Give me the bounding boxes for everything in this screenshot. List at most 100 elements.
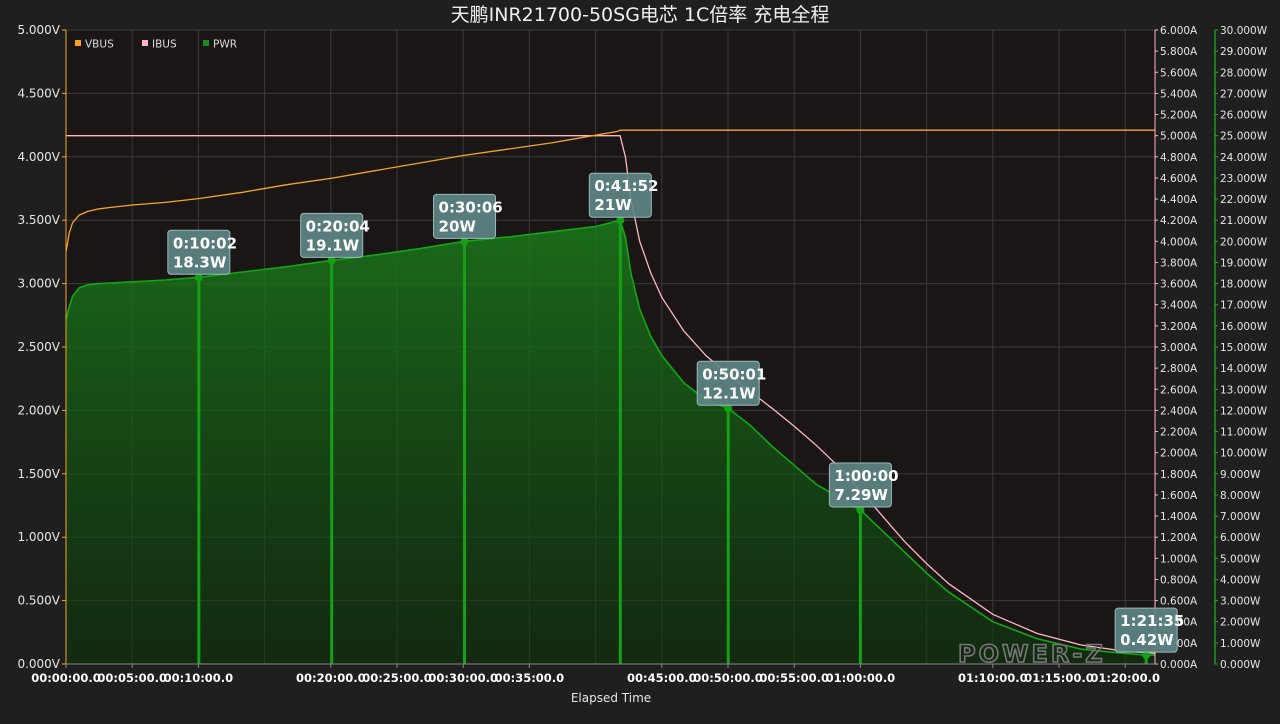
tick-label-right2: 5.000W [1220,553,1261,565]
annotation-time: 0:30:06 [439,198,503,216]
tick-label-x: 00:00:00.0 [31,671,101,685]
tick-label-right1: 4.800A [1160,152,1198,164]
tick-label-right1: 5.200A [1160,110,1198,122]
annotation-value: 21W [594,196,632,214]
tick-label-right2: 18.000W [1220,279,1268,291]
tick-label-left: 3.000V [17,277,60,291]
tick-label-right1: 0.800A [1160,574,1198,586]
tick-label-right2: 1.000W [1220,638,1261,650]
tick-label-right2: 15.000W [1220,342,1268,354]
tick-label-right2: 11.000W [1220,427,1268,439]
tick-label-left: 2.500V [17,340,60,354]
tick-label-right1: 1.200A [1160,532,1198,544]
legend-label-pwr: PWR [213,39,237,51]
tick-label-right1: 5.800A [1160,46,1198,58]
annotation-time: 1:21:35 [1120,612,1184,630]
tick-label-right1: 2.200A [1160,427,1198,439]
tick-label-right2: 0.000W [1220,659,1261,671]
legend-swatch-vbus [75,40,81,46]
series-line-vbus [65,129,1155,253]
tick-label-right1: 2.600A [1160,384,1198,396]
tick-label-x: 01:20:00.0 [1090,671,1160,685]
annotation-value: 18.3W [173,253,227,271]
tick-label-right1: 4.200A [1160,215,1198,227]
tick-label-right1: 2.400A [1160,405,1198,417]
tick-label-left: 3.500V [17,213,60,227]
tick-label-left: 0.500V [17,594,60,608]
series-layer [65,129,1156,664]
annotation-label: 1:00:007.29W [828,462,899,508]
annotation-value: 7.29W [834,486,888,504]
tick-label-right2: 2.000W [1220,617,1261,629]
legend-label-vbus: VBUS [85,39,114,51]
tick-label-right2: 10.000W [1220,448,1268,460]
tick-label-right1: 1.000A [1160,553,1198,565]
annotation-marker [460,237,469,246]
annotation-marker [194,273,203,282]
tick-label-right1: 5.600A [1160,67,1198,79]
annotation-label: 1:21:350.42W [1114,607,1184,653]
annotation-time: 0:20:04 [306,217,370,235]
legend-swatch-pwr [203,40,209,46]
tick-label-right2: 12.000W [1220,405,1268,417]
annotation-marker [1142,651,1151,660]
tick-label-right1: 3.200A [1160,321,1198,333]
tick-label-right2: 25.000W [1220,131,1268,143]
tick-label-x: 01:00:00.0 [826,671,896,685]
annotation-marker [856,505,865,514]
tick-label-right1: 4.600A [1160,173,1198,185]
annotation-box [300,212,364,258]
tick-label-right1: 2.000A [1160,448,1198,460]
tick-label-right2: 16.000W [1220,321,1268,333]
annotation-time: 0:41:52 [594,177,658,195]
tick-label-right2: 21.000W [1220,215,1268,227]
tick-label-right2: 8.000W [1220,490,1261,502]
tick-label-right1: 4.000A [1160,236,1198,248]
tick-label-x: 00:55:00.0 [759,671,829,685]
tick-label-right1: 5.000A [1160,131,1198,143]
tick-label-right2: 14.000W [1220,363,1268,375]
tick-label-left: 1.500V [17,467,60,481]
tick-label-left: 4.000V [17,150,60,164]
tick-label-right2: 7.000W [1220,511,1261,523]
annotation-value: 19.1W [306,236,360,254]
chart-title: 天鹏INR21700-50SG电芯 1C倍率 充电全程 [451,4,830,26]
tick-label-right1: 5.400A [1160,88,1198,100]
legend: VBUS IBUS PWR [75,39,237,51]
tick-label-right2: 20.000W [1220,236,1268,248]
tick-label-right1: 3.800A [1160,257,1198,269]
tick-label-x: 00:10:00.0 [164,671,234,685]
legend-swatch-ibus [142,40,148,46]
tick-label-right2: 9.000W [1220,469,1261,481]
tick-label-right2: 28.000W [1220,67,1268,79]
annotation-value: 20W [439,217,477,235]
x-axis-title: Elapsed Time [571,691,651,705]
tick-label-left: 1.000V [17,530,60,544]
tick-label-left: 5.000V [17,23,60,37]
tick-label-right1: 0.600A [1160,596,1198,608]
tick-label-right2: 13.000W [1220,384,1268,396]
tick-label-right1: 3.600A [1160,279,1198,291]
tick-label-right1: 3.000A [1160,342,1198,354]
watermark: POWER-Z [958,640,1106,668]
tick-label-x: 00:35:00.0 [495,671,565,685]
annotation-time: 0:50:01 [702,365,766,383]
tick-label-right2: 27.000W [1220,88,1268,100]
tick-label-right1: 6.000A [1160,25,1198,37]
tick-label-x: 00:30:00.0 [428,671,498,685]
tick-label-left: 2.000V [17,403,60,417]
tick-label-x: 00:05:00.0 [97,671,167,685]
legend-label-ibus: IBUS [152,39,177,51]
tick-label-left: 4.500V [17,86,60,100]
tick-label-x: 00:25:00.0 [362,671,432,685]
tick-label-x: 00:20:00.0 [296,671,366,685]
tick-label-left: 0.000V [17,657,60,671]
annotation-marker [616,216,625,225]
annotation-value: 0.42W [1120,631,1174,649]
annotation-time: 1:00:00 [834,467,898,485]
